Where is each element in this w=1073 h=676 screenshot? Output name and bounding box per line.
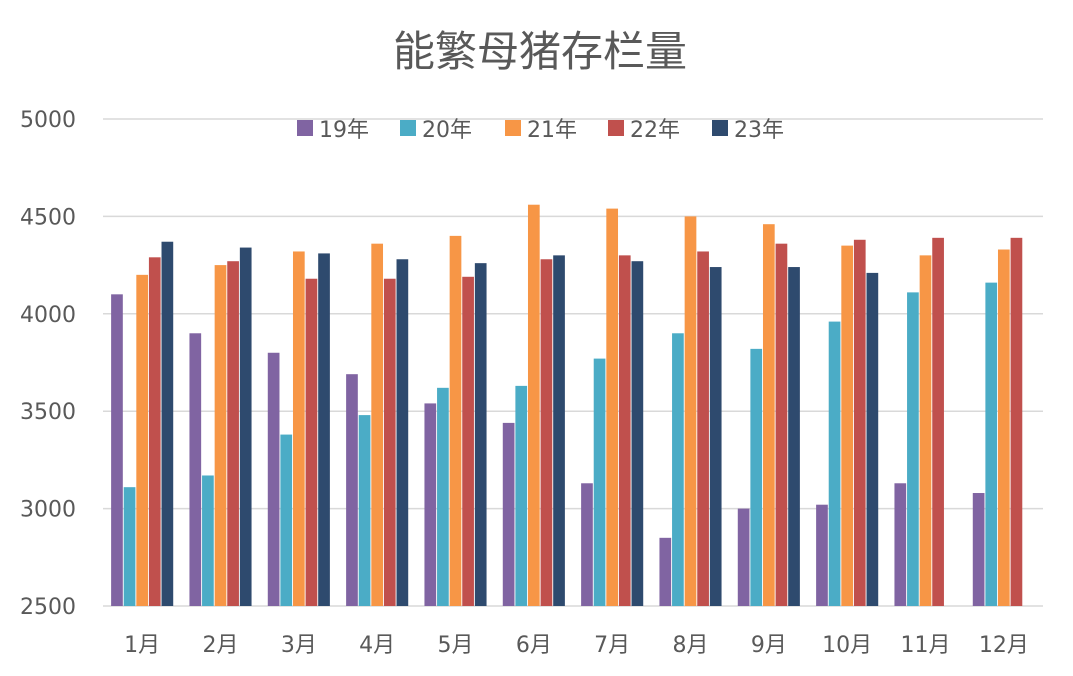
bar	[618, 255, 631, 607]
legend: 19年 20年 21年 22年 23年	[297, 118, 784, 143]
y-tick-label: 3000	[20, 498, 76, 523]
bar	[305, 278, 318, 606]
bar	[750, 348, 763, 606]
bar	[606, 208, 619, 606]
bar	[396, 259, 409, 606]
bar	[919, 255, 932, 607]
bar	[161, 241, 174, 606]
bar	[189, 333, 202, 606]
bar	[659, 537, 672, 606]
bar	[762, 224, 775, 606]
bar	[553, 255, 565, 607]
legend-label: 20年	[422, 118, 472, 143]
bar	[853, 239, 866, 606]
x-tick-label: 7月	[594, 633, 630, 658]
bar	[697, 251, 709, 607]
bar	[227, 261, 239, 606]
bar	[593, 358, 606, 606]
bar	[972, 493, 985, 606]
bar	[985, 282, 998, 606]
bar	[437, 387, 449, 606]
bar	[894, 483, 907, 606]
x-tick-label: 9月	[751, 633, 787, 658]
bar	[684, 216, 697, 606]
x-tick-label: 1月	[124, 633, 160, 658]
bar	[449, 235, 462, 606]
legend-swatch	[400, 120, 416, 136]
legend-label: 22年	[630, 118, 680, 143]
x-tick-label: 12月	[979, 633, 1029, 658]
bar	[997, 249, 1010, 607]
bar	[371, 243, 384, 606]
bar	[828, 321, 841, 606]
x-tick-label: 2月	[203, 633, 239, 658]
legend-swatch	[505, 120, 521, 136]
bar	[502, 422, 515, 606]
bars	[111, 204, 1023, 607]
x-tick-label: 4月	[359, 633, 395, 658]
bar	[136, 274, 149, 606]
bar	[462, 276, 474, 606]
bar	[631, 261, 644, 606]
bar	[474, 263, 487, 606]
bar	[267, 352, 280, 606]
x-tick-label: 3月	[281, 633, 317, 658]
legend-label: 23年	[734, 118, 784, 143]
legend-swatch	[608, 120, 624, 136]
x-tick-label: 6月	[516, 633, 552, 658]
bar	[346, 374, 358, 606]
bar	[527, 204, 540, 606]
bar	[214, 265, 227, 606]
bar	[775, 243, 788, 606]
bar	[111, 294, 123, 606]
x-tick-label: 11月	[901, 633, 951, 658]
y-axis-ticks: 2500 3000 3500 4000 4500 5000	[20, 108, 76, 620]
bar	[318, 253, 330, 607]
bar	[737, 508, 750, 606]
bar	[672, 333, 684, 606]
legend-label: 19年	[319, 118, 369, 143]
bar	[123, 487, 136, 606]
legend-label: 21年	[527, 118, 577, 143]
y-tick-label: 5000	[20, 108, 76, 133]
y-tick-label: 3500	[20, 400, 76, 425]
x-axis-ticks: 1月 2月 3月 4月 5月 6月 7月 8月 9月 10月 11月 12月	[124, 633, 1029, 658]
bar	[424, 403, 437, 606]
legend-swatch	[712, 120, 728, 136]
y-tick-label: 4500	[20, 205, 76, 230]
bar	[866, 272, 879, 606]
y-tick-label: 4000	[20, 303, 76, 328]
bar	[581, 483, 593, 606]
legend-swatch	[297, 120, 313, 136]
chart-title: 能繁母猪存栏量	[393, 27, 687, 76]
bar	[816, 504, 828, 606]
bar	[292, 251, 305, 607]
x-tick-label: 5月	[438, 633, 474, 658]
bar	[239, 247, 252, 606]
bar	[383, 278, 396, 606]
bar	[1010, 237, 1023, 606]
bar	[932, 237, 944, 606]
bar	[358, 415, 371, 606]
bar	[788, 267, 800, 606]
x-tick-label: 10月	[822, 633, 872, 658]
bar	[709, 267, 722, 606]
gridlines	[103, 118, 1043, 607]
bar	[515, 385, 528, 606]
bar	[841, 245, 854, 606]
bar	[148, 257, 161, 606]
y-tick-label: 2500	[20, 595, 76, 620]
bar	[907, 292, 919, 606]
bar	[540, 259, 553, 606]
bar	[280, 434, 293, 606]
bar	[202, 475, 214, 606]
x-tick-label: 8月	[673, 633, 709, 658]
